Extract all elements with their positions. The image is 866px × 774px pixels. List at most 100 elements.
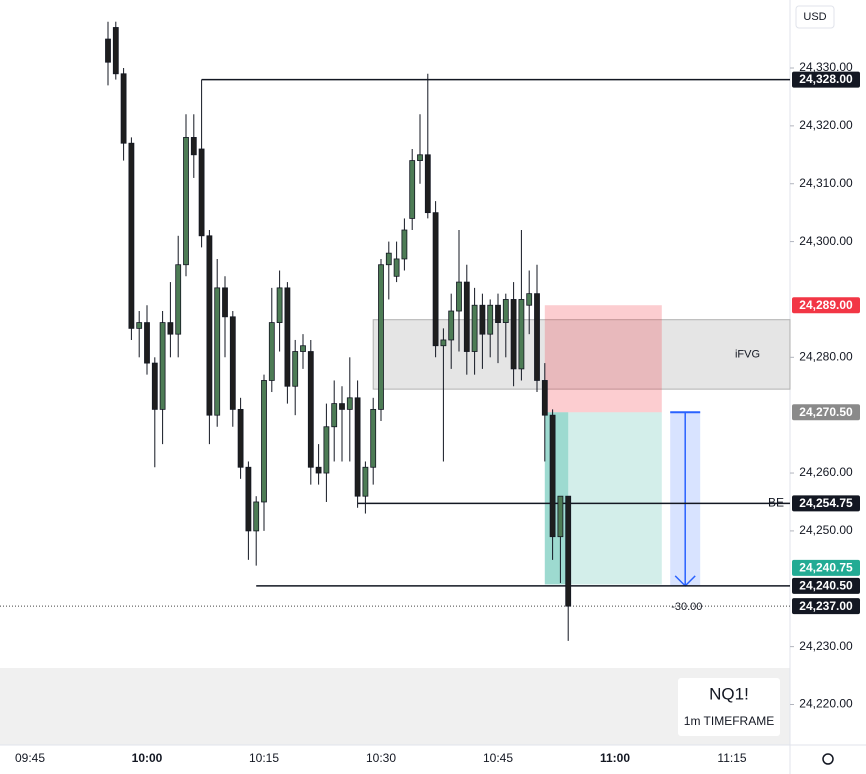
price-tag-label: 24,237.00 <box>799 599 853 613</box>
price-tag <box>792 495 860 512</box>
candle-body <box>541 380 548 416</box>
candle-body <box>331 403 338 428</box>
price-tag <box>792 598 860 615</box>
ifvg-zone <box>372 319 791 390</box>
y-tick-label: 24,260.00 <box>799 465 853 479</box>
candle-body <box>229 316 236 410</box>
y-tick-label: 24,250.00 <box>799 523 853 537</box>
candle-body <box>495 304 501 323</box>
candle-body <box>120 73 127 144</box>
candle-body <box>370 408 377 468</box>
x-tick-label: 11:00 <box>600 751 630 765</box>
candle-body <box>339 403 345 410</box>
candle-body <box>261 380 267 503</box>
candle-body <box>151 362 158 410</box>
zone-label: iFVG <box>735 348 760 360</box>
candle-body <box>565 495 572 607</box>
y-tick-label: 24,300.00 <box>799 234 853 248</box>
candle-body <box>175 264 182 335</box>
candle-body <box>409 160 416 219</box>
candle-body <box>276 287 283 323</box>
plot: iFVG -30.00 BE <box>0 21 791 641</box>
candle-body <box>144 322 150 364</box>
candle-body <box>557 495 564 538</box>
y-tick-label: 24,330.00 <box>799 60 853 74</box>
candle-body <box>268 322 275 381</box>
candle-body <box>222 287 228 318</box>
candle-body <box>315 466 322 474</box>
candle-body <box>323 426 330 474</box>
candle-body <box>346 397 353 410</box>
candle-body <box>417 154 423 161</box>
price-tag <box>792 404 860 421</box>
stop-zone <box>544 305 662 413</box>
candle-body <box>198 148 205 237</box>
candle-body <box>510 299 517 370</box>
candle-body <box>159 322 166 410</box>
candle-body <box>128 142 135 329</box>
candle-body <box>487 304 494 335</box>
watermark-timeframe: 1m TIMEFRAME <box>684 714 774 728</box>
candle-body <box>253 501 260 532</box>
candle-body <box>183 137 189 266</box>
y-tick-label: 24,220.00 <box>799 697 853 711</box>
candle-body <box>479 304 486 335</box>
price-tag <box>792 559 860 576</box>
price-tag-label: 24,289.00 <box>799 298 853 312</box>
currency: USD <box>803 11 826 23</box>
candle-body <box>526 293 533 306</box>
candle-body <box>136 322 143 329</box>
candle-body <box>214 287 221 416</box>
x-tick-label: 10:00 <box>132 751 163 765</box>
candle-body <box>534 293 540 381</box>
candle-body <box>471 304 478 352</box>
watermark-symbol: NQ1! <box>709 684 749 703</box>
candle-body <box>448 310 455 341</box>
measure-label: -30.00 <box>671 601 702 613</box>
x-tick-label: 11:15 <box>717 751 746 765</box>
candle-body <box>167 322 174 335</box>
candle-body <box>307 351 314 468</box>
candle-body <box>354 397 361 497</box>
level-label: BE <box>768 496 784 510</box>
candle-body <box>432 212 439 347</box>
candle-body <box>463 281 470 352</box>
candle-body <box>112 27 119 75</box>
candle-body <box>456 281 462 312</box>
candle-body <box>292 351 299 387</box>
candle-body <box>401 229 408 260</box>
price-tag <box>792 71 860 88</box>
candle-body <box>393 258 400 277</box>
candle-body <box>245 466 252 532</box>
candle-body <box>424 154 431 214</box>
y-tick-label: 24,310.00 <box>799 176 853 190</box>
candle-body <box>518 299 525 370</box>
candle-body <box>206 235 213 416</box>
candle-body <box>385 252 392 266</box>
price-tag-label: 24,240.50 <box>799 579 853 593</box>
candle-body <box>300 345 306 352</box>
currency-button[interactable] <box>795 5 835 29</box>
candle-body <box>378 264 384 410</box>
candle-body <box>440 339 447 347</box>
x-tick-label: 10:15 <box>249 751 279 765</box>
bottom-panel <box>0 668 790 745</box>
y-tick-label: 24,320.00 <box>799 118 853 132</box>
target-zone <box>544 412 662 585</box>
price-tag-label: 24,270.50 <box>799 405 853 419</box>
candle-body <box>549 414 556 538</box>
x-tick-label: 10:30 <box>366 751 396 765</box>
price-tag-label: 24,328.00 <box>799 72 853 86</box>
candle-body <box>105 38 111 63</box>
target-filled <box>544 412 569 585</box>
price-tag-label: 24,254.75 <box>799 496 853 510</box>
x-tick-label: 09:45 <box>15 751 45 765</box>
settings-icon[interactable] <box>822 753 834 765</box>
price-tag-label: 24,240.75 <box>799 561 853 575</box>
y-tick-label: 24,280.00 <box>799 349 853 363</box>
candle-body <box>237 408 244 468</box>
y-tick-label: 24,230.00 <box>799 639 853 653</box>
candle-body <box>284 287 291 387</box>
